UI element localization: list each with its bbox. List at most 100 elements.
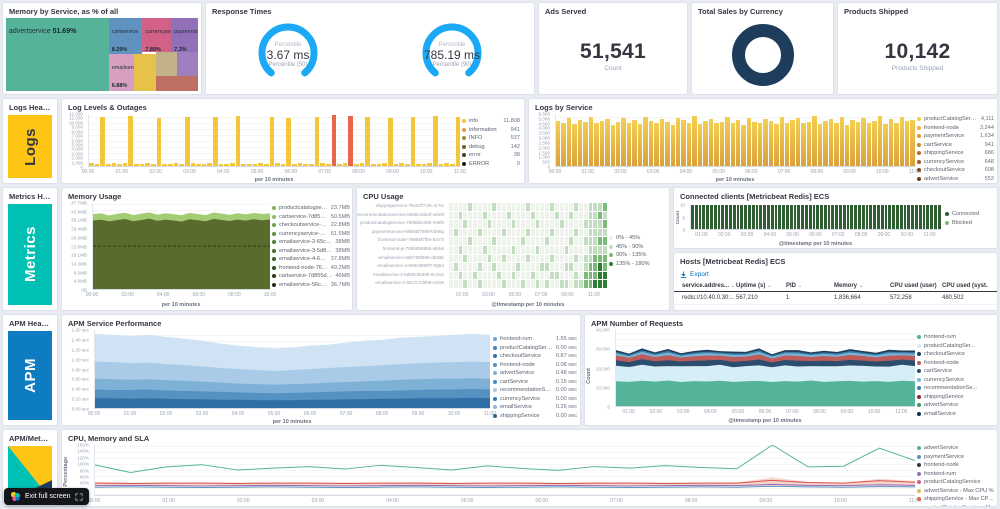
- legend-item[interactable]: emailservice-4-689b...37.8MB: [272, 256, 350, 262]
- legend-item[interactable]: productCatalogService - M...: [917, 505, 995, 506]
- legend-item[interactable]: emailservice-2-65c7c... 38MB: [272, 239, 350, 245]
- tile-pct: 7.89%: [145, 47, 161, 52]
- legend-item[interactable]: frontend-rum 1.55 sec: [493, 336, 577, 342]
- panel-connected-clients: Connected clients [Metricbeat Redis] ECS…: [673, 187, 998, 249]
- table-header[interactable]: Memory ⌄: [834, 283, 864, 289]
- panel-cpu-memory-sla: CPU, Memory and SLA 160% 140% 120% 100% 80% 6…: [61, 429, 998, 507]
- legend-item[interactable]: frontend-node-76d8... 49.2MB: [272, 265, 350, 271]
- table-header[interactable]: CPU used (syst...⌄: [942, 283, 988, 289]
- tile-label: paymentservice: [174, 29, 198, 35]
- legend-item[interactable]: advertService - Max CPU %: [917, 488, 995, 494]
- tile-pct: 8.29%: [111, 47, 128, 53]
- panel-log-levels: Log Levels & Outages 12,000 11,000 10,000 9…: [61, 98, 525, 184]
- legend-item[interactable]: frontend-node: [917, 360, 995, 366]
- legend-item[interactable]: information 941: [462, 127, 520, 133]
- legend-item[interactable]: paymentService 1,634: [917, 133, 994, 139]
- legend-item[interactable]: 45% - 90%: [609, 244, 667, 250]
- treemap-tile[interactable]: [155, 51, 177, 76]
- legend-item[interactable]: productcatalogservic...23.7MB: [272, 205, 350, 211]
- treemap-tile[interactable]: currencyservice 7.89%: [142, 18, 172, 52]
- legend-item[interactable]: productCatalogServi... 0.00 sec: [493, 345, 577, 351]
- legend-item[interactable]: debug 142: [462, 144, 520, 150]
- legend-item[interactable]: frontend-node: [917, 462, 995, 468]
- legend-item[interactable]: currencyService: [917, 377, 995, 383]
- legend-item[interactable]: info 11,808: [462, 118, 520, 124]
- export-icon: [680, 271, 687, 278]
- legend-item[interactable]: frontend-rum: [917, 334, 995, 340]
- legend-item[interactable]: productCatalogService 4,111: [917, 116, 994, 122]
- tile-pct: 51.69%: [52, 28, 77, 35]
- legend-item[interactable]: cartservice-7d855d7... 46MB: [272, 273, 350, 279]
- legend-item[interactable]: frontend-rum: [917, 471, 995, 477]
- panel-title: APM Header: [9, 319, 54, 328]
- table-header[interactable]: service.addres...⌄: [680, 281, 734, 291]
- legend-item[interactable]: emailservice-56c5f5f...36.7MB: [272, 282, 350, 288]
- logs-banner: Logs: [8, 115, 52, 178]
- table-row[interactable]: redis://10.40.0.30:... 567,210 1 1,836,664 5…: [674, 292, 997, 305]
- legend-item[interactable]: productCatalogService: [917, 479, 995, 485]
- chevron-down-icon: ⌄: [798, 283, 803, 289]
- legend-item[interactable]: advertService: [917, 402, 995, 408]
- legend-item[interactable]: ERROR 0: [462, 161, 520, 167]
- legend-item[interactable]: paymentService: [917, 454, 995, 460]
- treemap-tile[interactable]: cartservice 8.29%: [108, 18, 143, 54]
- legend-item[interactable]: cartservice-7d85d7d...50.5MB: [272, 214, 350, 220]
- table-header[interactable]: CPU used (user)⌄: [888, 281, 940, 291]
- treemap-tile[interactable]: paymentservice 7.3%: [171, 18, 198, 52]
- gauge-charts: Percentile 3.67 ms Percentile (50) Percent…: [206, 15, 534, 94]
- legend-item[interactable]: advertService 552: [917, 176, 994, 182]
- ads-served-label: Count: [604, 64, 622, 72]
- legend-item[interactable]: currencyService 648: [917, 159, 994, 165]
- legend-item[interactable]: checkoutService 608: [917, 167, 994, 173]
- legend-item[interactable]: emailservice-3-5d85c... 38MB: [272, 248, 350, 254]
- table-header[interactable]: PID ⌄: [786, 283, 803, 289]
- legend-item[interactable]: shippingService: [917, 394, 995, 400]
- legend-item[interactable]: shippingService 0.00 sec: [493, 413, 577, 419]
- legend-item[interactable]: advertService: [917, 445, 995, 451]
- panel-metrics-header: Metrics Header Metrics: [2, 187, 58, 311]
- chevron-down-icon: ⌄: [731, 283, 734, 289]
- legend-item[interactable]: cartService: [917, 368, 995, 374]
- panel-title: Hosts [Metricbeat Redis] ECS: [680, 257, 786, 266]
- tile-pct: 7.3%: [174, 47, 187, 52]
- panel-response-times: Response Times Percentile 3.67 ms Percenti…: [205, 2, 535, 95]
- legend-item[interactable]: recommendationSer... 0.00 sec: [493, 387, 577, 393]
- exit-fullscreen-button[interactable]: Exit full screen: [4, 488, 89, 505]
- legend-item[interactable]: 0% - 45%: [609, 235, 667, 241]
- legend-item[interactable]: frontend-node 3,244: [917, 125, 994, 131]
- legend-item[interactable]: Blocked: [945, 220, 995, 226]
- legend-item[interactable]: emailService: [917, 411, 995, 417]
- legend-item[interactable]: recommendationSe...: [917, 385, 995, 391]
- export-button[interactable]: Export: [674, 268, 997, 281]
- chevron-down-icon: ⌄: [767, 283, 772, 289]
- legend-item[interactable]: shippingService 686: [917, 150, 994, 156]
- legend-item[interactable]: frontend-node 0.08 sec: [493, 362, 577, 368]
- table-header[interactable]: Uptime (s) ⌄: [736, 283, 772, 289]
- legend-item[interactable]: 90% - 135%: [609, 252, 667, 258]
- legend-item[interactable]: productCatalogSer...: [917, 343, 995, 349]
- legend-item[interactable]: emailService 0.26 sec: [493, 404, 577, 410]
- tile-pct: 6.88%: [111, 82, 128, 89]
- treemap-tile[interactable]: [176, 51, 198, 76]
- panel-title: Metrics Header: [9, 192, 57, 201]
- panel-title: Logs Header: [9, 103, 55, 112]
- treemap-tile[interactable]: advertservice 51.69%: [6, 18, 109, 91]
- panel-apm-header: APM Header APM: [2, 314, 58, 426]
- treemap-tile[interactable]: [133, 53, 156, 91]
- legend-item[interactable]: checkoutservice-7b8...22.8MB: [272, 222, 350, 228]
- legend-item[interactable]: shippingService - Max CPU...: [917, 496, 995, 502]
- legend-item[interactable]: checkoutService: [917, 351, 995, 357]
- legend-item[interactable]: cartService 0.15 sec: [493, 379, 577, 385]
- legend-item[interactable]: checkoutService 0.87 sec: [493, 353, 577, 359]
- legend-item[interactable]: Connected: [945, 211, 995, 217]
- legend-item[interactable]: 135% - 180%: [609, 261, 667, 267]
- elastic-logo-icon: [10, 491, 21, 502]
- treemap-tile[interactable]: emailservice 6.88%: [108, 53, 134, 91]
- legend-item[interactable]: cartService 941: [917, 142, 994, 148]
- legend-item[interactable]: currencyservice-6db...51.5MB: [272, 231, 350, 237]
- legend-item[interactable]: error 38: [462, 152, 520, 158]
- legend-item[interactable]: INFO 537: [462, 135, 520, 141]
- treemap-tile[interactable]: [155, 75, 198, 91]
- legend-item[interactable]: advertService 0.48 sec: [493, 370, 577, 376]
- legend-item[interactable]: currencyService 0.00 sec: [493, 396, 577, 402]
